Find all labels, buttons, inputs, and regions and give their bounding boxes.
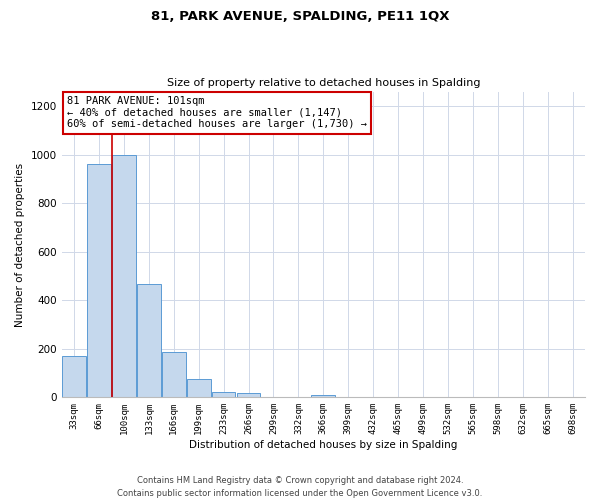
Bar [187, 379, 211, 398]
Bar [237, 394, 260, 398]
Bar [162, 352, 185, 398]
Bar [311, 395, 335, 398]
Bar [112, 154, 136, 398]
Bar [212, 392, 235, 398]
Y-axis label: Number of detached properties: Number of detached properties [15, 162, 25, 326]
Bar [62, 356, 86, 398]
Title: Size of property relative to detached houses in Spalding: Size of property relative to detached ho… [167, 78, 480, 88]
Text: 81, PARK AVENUE, SPALDING, PE11 1QX: 81, PARK AVENUE, SPALDING, PE11 1QX [151, 10, 449, 23]
Bar [87, 164, 111, 398]
Text: Contains HM Land Registry data © Crown copyright and database right 2024.
Contai: Contains HM Land Registry data © Crown c… [118, 476, 482, 498]
Bar [137, 284, 161, 398]
X-axis label: Distribution of detached houses by size in Spalding: Distribution of detached houses by size … [189, 440, 458, 450]
Text: 81 PARK AVENUE: 101sqm
← 40% of detached houses are smaller (1,147)
60% of semi-: 81 PARK AVENUE: 101sqm ← 40% of detached… [67, 96, 367, 130]
